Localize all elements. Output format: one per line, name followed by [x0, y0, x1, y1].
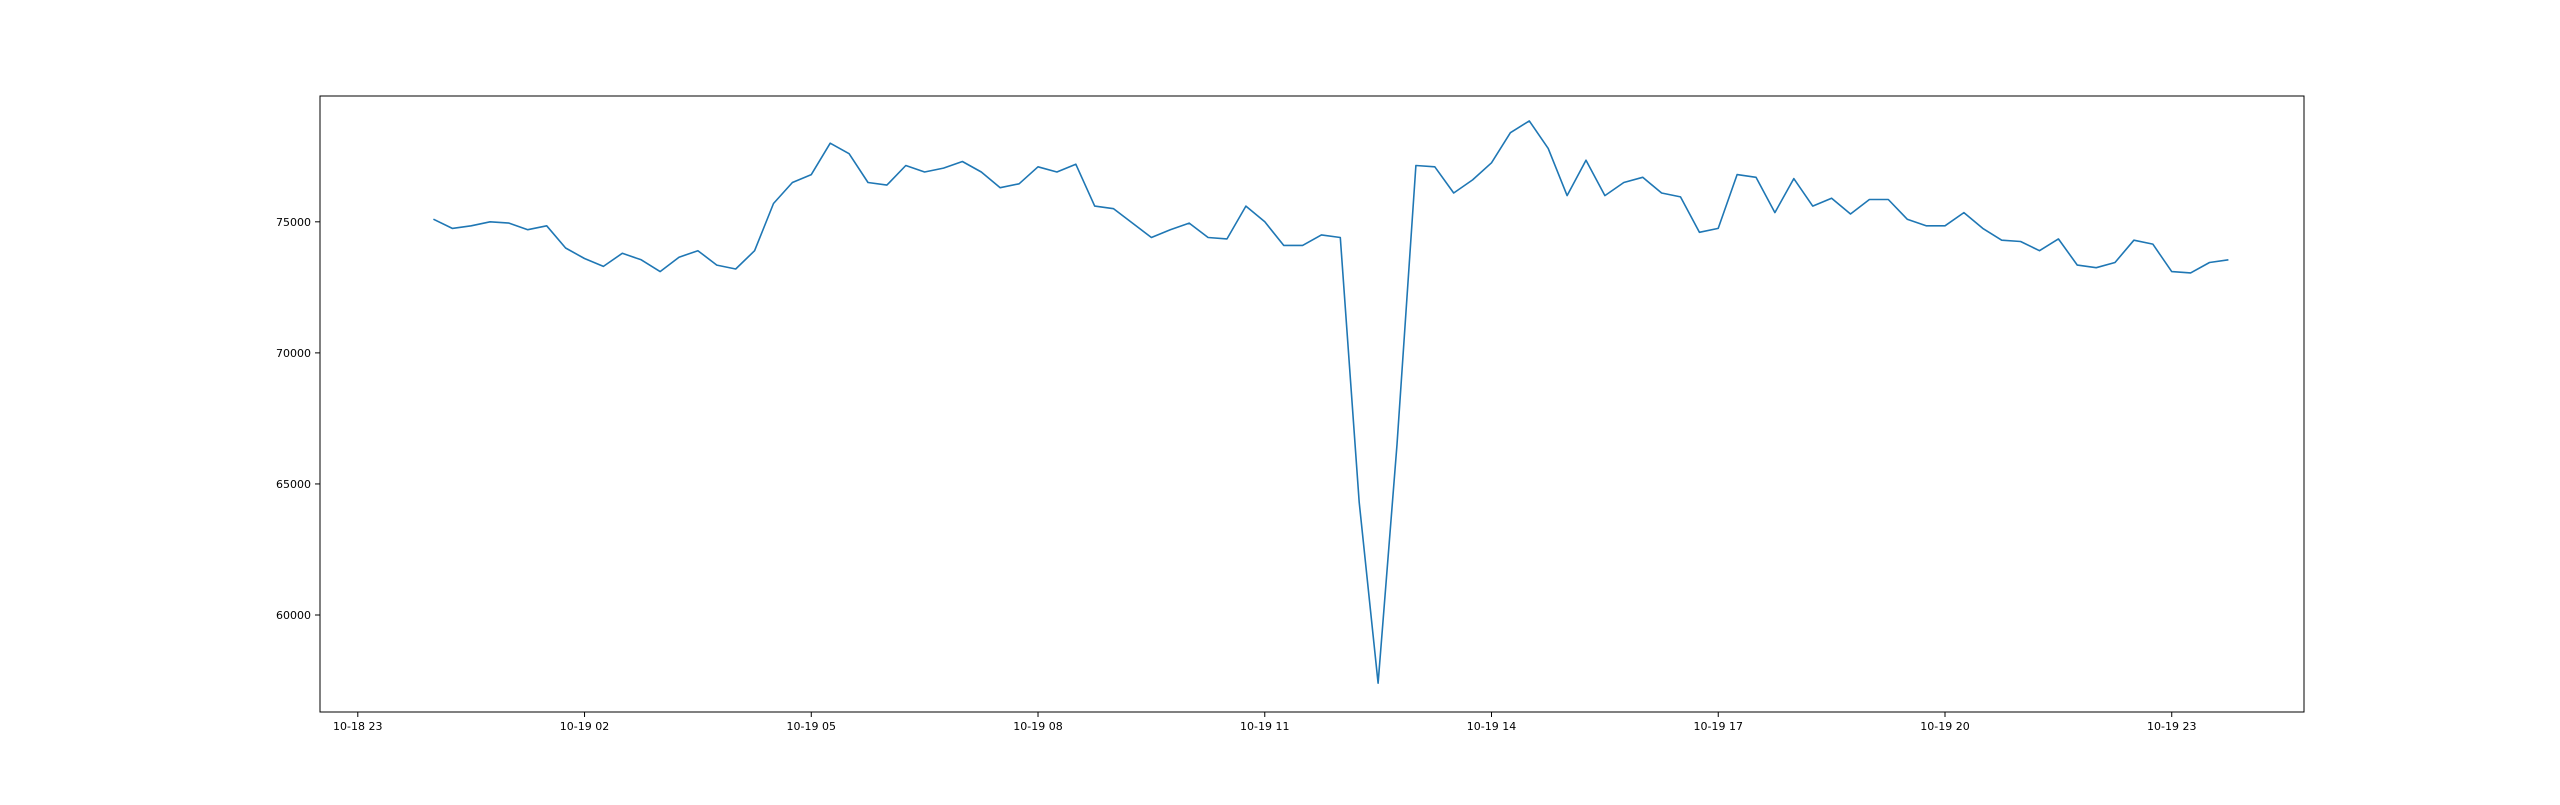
- y-tick-label: 60000: [276, 609, 311, 622]
- x-axis-ticks: 10-18 23 10-19 02 10-19 05 10-19 08 10-19 11…: [333, 712, 2196, 733]
- plot-area-frame: [319, 95, 2305, 713]
- x-tick-label: 10-19 20: [1920, 720, 1969, 733]
- x-tick-label: 10-19 02: [560, 720, 609, 733]
- series-line: [433, 120, 2229, 685]
- series-layer: [433, 120, 2229, 685]
- x-tick-label: 10-18 23: [333, 720, 382, 733]
- x-tick-label: 10-19 11: [1240, 720, 1289, 733]
- y-tick-label: 70000: [276, 347, 311, 360]
- x-tick-label: 10-19 23: [2147, 720, 2196, 733]
- x-tick-label: 10-19 05: [787, 720, 836, 733]
- x-tick-label: 10-19 17: [1694, 720, 1743, 733]
- y-tick-label: 75000: [276, 216, 311, 229]
- x-tick-label: 10-19 14: [1467, 720, 1516, 733]
- y-tick-label: 65000: [276, 478, 311, 491]
- y-axis-ticks: 60000 65000 70000 75000: [276, 216, 320, 622]
- x-tick-label: 10-19 08: [1013, 720, 1062, 733]
